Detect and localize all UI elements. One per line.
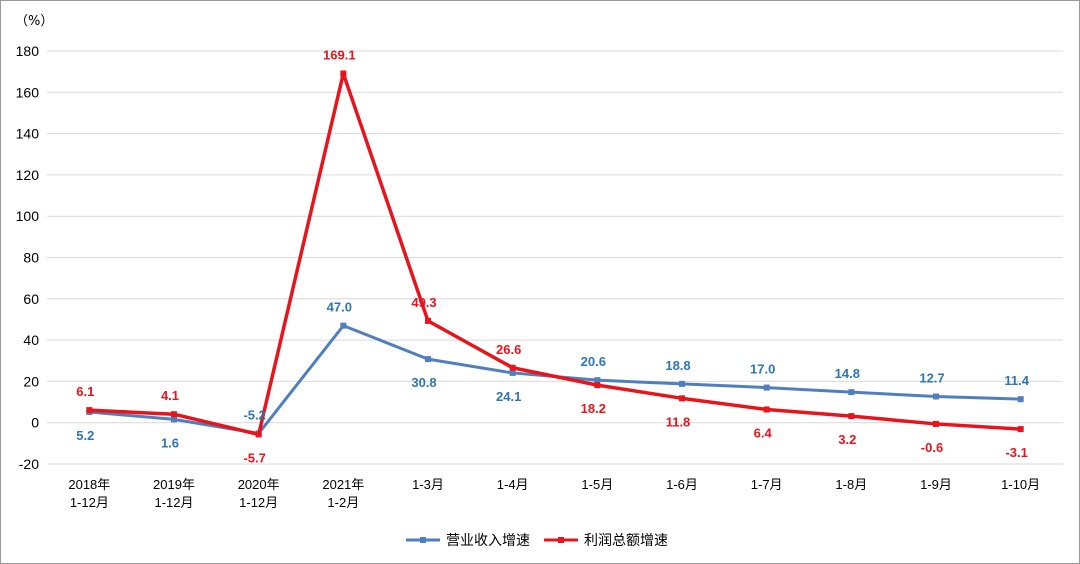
series-line <box>89 71 1021 437</box>
data-label: 20.6 <box>581 354 606 369</box>
y-tick-label: 100 <box>16 208 40 224</box>
data-label: -5.2 <box>243 407 265 422</box>
x-tick-label: 1-2月 <box>327 495 359 510</box>
data-label: 26.6 <box>496 342 521 357</box>
legend-label: 营业收入增速 <box>446 533 530 549</box>
data-point-marker <box>1017 396 1024 403</box>
data-point-marker <box>86 407 93 414</box>
y-tick-label: 160 <box>16 84 40 100</box>
data-label: -3.1 <box>1005 445 1027 460</box>
y-tick-label: -20 <box>19 456 39 472</box>
data-label: 4.1 <box>161 388 179 403</box>
data-point-marker <box>340 322 347 329</box>
data-label: 11.4 <box>1004 373 1029 388</box>
data-label: 18.2 <box>581 401 606 416</box>
data-label: 49.3 <box>411 295 436 310</box>
data-label: 11.8 <box>666 414 691 429</box>
x-tick-label: 1-10月 <box>1001 477 1040 492</box>
data-point-marker <box>679 395 685 402</box>
x-tick-label: 2018年 <box>68 477 110 492</box>
y-tick-label: 60 <box>23 291 39 307</box>
data-label: 1.6 <box>161 435 179 450</box>
data-label: 3.2 <box>838 432 856 447</box>
x-tick-label: 2020年 <box>238 477 280 492</box>
y-tick-label: 80 <box>23 250 39 266</box>
data-labels: 5.2 1.6 -5.2 47.0 30.8 24.1 20.6 18.8 17.0 14.8 12… <box>76 48 1029 466</box>
data-label: 24.1 <box>496 389 521 404</box>
x-tick-label: 1-4月 <box>497 477 529 492</box>
legend-item: 利润总额增速 <box>544 533 668 549</box>
x-tick-label: 1-3月 <box>412 477 444 492</box>
unit-label: （%） <box>15 14 53 29</box>
x-tick-label: 2021年 <box>322 477 364 492</box>
y-tick-label: 120 <box>16 167 40 183</box>
x-tick-label: 1-12月 <box>154 495 193 510</box>
legend-item: 营业收入增速 <box>406 533 530 549</box>
data-point-marker <box>171 411 177 418</box>
data-point-marker <box>763 384 770 391</box>
data-label: 47.0 <box>327 300 352 315</box>
legend-swatch-marker <box>558 537 564 543</box>
x-tick-label: 1-6月 <box>666 477 698 492</box>
y-tick-label: 0 <box>31 415 39 431</box>
x-axis-ticks: 2018年 1-12月 2019年 1-12月 2020年 1-12月 2021年 1-2月 1… <box>68 477 1040 510</box>
data-point-marker <box>594 377 601 384</box>
data-point-marker <box>425 356 431 363</box>
y-axis-ticks: -20 0 20 40 60 80 100 120 140 160 180 <box>16 43 40 472</box>
x-tick-label: 1-12月 <box>239 495 278 510</box>
data-point-marker <box>509 369 516 376</box>
data-point-marker <box>679 380 685 387</box>
y-tick-label: 140 <box>16 126 40 142</box>
data-label: 169.1 <box>323 48 356 63</box>
data-point-marker <box>171 416 177 423</box>
legend: 营业收入增速 利润总额增速 <box>406 533 668 549</box>
y-tick-label: 180 <box>16 43 40 59</box>
x-tick-label: 1-7月 <box>751 477 783 492</box>
data-point-marker <box>594 382 601 389</box>
data-label: 5.2 <box>76 428 94 443</box>
series-2 <box>86 70 1024 438</box>
data-point-marker <box>763 406 770 413</box>
data-label: -0.6 <box>921 440 943 455</box>
data-point-marker <box>933 420 939 427</box>
data-point-marker <box>848 413 855 420</box>
data-point-marker <box>255 431 262 438</box>
data-label: 17.0 <box>750 362 775 377</box>
data-label: 30.8 <box>411 375 436 390</box>
legend-swatch-marker <box>420 537 426 543</box>
data-label: 6.4 <box>754 425 773 440</box>
x-tick-label: 1-8月 <box>835 477 867 492</box>
x-tick-label: 2019年 <box>153 477 195 492</box>
x-tick-label: 1-9月 <box>920 477 952 492</box>
y-tick-label: 40 <box>23 332 39 348</box>
gridlines <box>47 50 1063 465</box>
legend-label: 利润总额增速 <box>584 533 668 549</box>
data-point-marker <box>933 393 939 400</box>
data-label: 6.1 <box>76 384 94 399</box>
data-point-marker <box>509 364 516 371</box>
y-tick-label: 20 <box>23 373 39 389</box>
data-point-marker <box>848 389 855 396</box>
data-point-marker <box>340 70 347 77</box>
data-label: 14.8 <box>835 366 860 381</box>
data-label: 18.8 <box>665 358 690 373</box>
data-point-marker <box>425 317 431 324</box>
data-label: 12.7 <box>919 370 944 385</box>
x-tick-label: 1-12月 <box>70 495 109 510</box>
data-label: -5.7 <box>243 450 265 465</box>
x-tick-label: 1-5月 <box>581 477 613 492</box>
data-point-marker <box>1017 426 1024 433</box>
series-layer <box>86 70 1024 438</box>
